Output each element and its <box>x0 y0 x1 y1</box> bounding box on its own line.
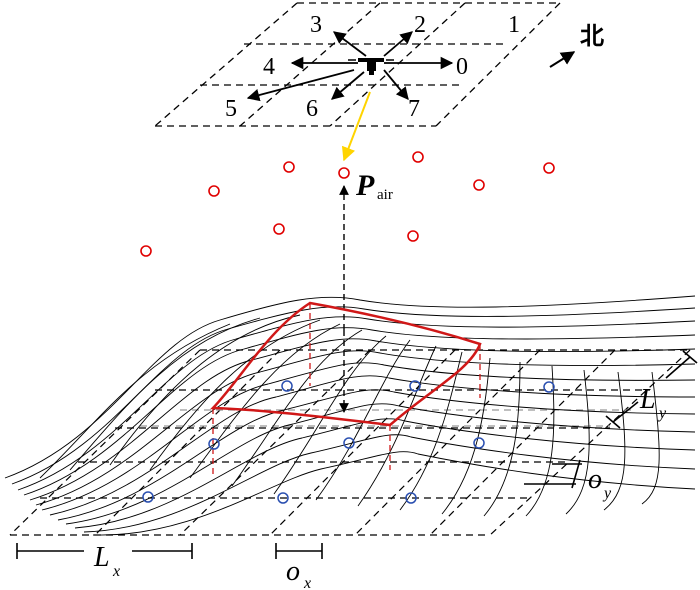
terrain-mesh <box>4 295 696 536</box>
lx-symbol: L <box>93 542 110 573</box>
direction-label-0: 0 <box>456 54 468 80</box>
ground-point <box>543 381 555 393</box>
lx-dimension <box>16 543 193 559</box>
arrow-5 <box>331 71 365 100</box>
air-point <box>208 185 220 197</box>
yellow-arrow <box>341 91 371 162</box>
p-air-symbol: P <box>355 169 375 202</box>
ground-points <box>142 380 555 504</box>
direction-arrows <box>246 31 454 102</box>
air-point <box>543 162 555 174</box>
ground-point <box>281 380 293 392</box>
highlight-patch <box>210 301 482 478</box>
air-point <box>338 167 350 179</box>
north-label: 北 <box>580 22 604 50</box>
direction-label-5: 5 <box>225 96 237 122</box>
direction-label-3: 3 <box>310 12 322 38</box>
ground-point <box>343 437 355 449</box>
air-point <box>273 223 285 235</box>
direction-label-1: 1 <box>508 12 520 38</box>
air-point <box>407 230 419 242</box>
ox-subscript: x <box>303 575 311 590</box>
oy-subscript: y <box>602 485 612 502</box>
air-point <box>412 151 424 163</box>
north-arrow-icon <box>549 51 576 68</box>
ground-point <box>142 491 154 503</box>
ox-symbol: o <box>286 556 300 587</box>
ground-point <box>208 438 220 450</box>
ground-point <box>473 437 485 449</box>
oy-dimension <box>524 459 582 489</box>
direction-label-6: 6 <box>306 96 318 122</box>
lx-subscript: x <box>112 563 120 580</box>
drone-icon <box>348 58 394 75</box>
p-air-subscript: air <box>377 187 393 203</box>
ox-dimension <box>275 543 323 559</box>
ground-point <box>277 492 289 504</box>
direction-label-7: 7 <box>408 96 420 122</box>
ly-dimension <box>605 350 698 429</box>
air-point <box>473 179 485 191</box>
ground-grid <box>9 349 691 536</box>
arrow-6 <box>383 69 409 100</box>
direction-label-2: 2 <box>414 12 426 38</box>
air-point <box>140 245 152 257</box>
ly-symbol: L <box>639 384 656 415</box>
oy-symbol: o <box>588 464 602 495</box>
ground-point <box>409 380 421 392</box>
direction-label-4: 4 <box>263 54 275 80</box>
arrow-4 <box>246 69 355 102</box>
ground-point <box>405 492 417 504</box>
arrow-1 <box>383 31 413 57</box>
ly-subscript: y <box>657 405 667 422</box>
air-point <box>283 161 295 173</box>
air-points <box>140 151 555 257</box>
flight-grid <box>154 2 561 127</box>
arrow-2 <box>332 31 367 57</box>
